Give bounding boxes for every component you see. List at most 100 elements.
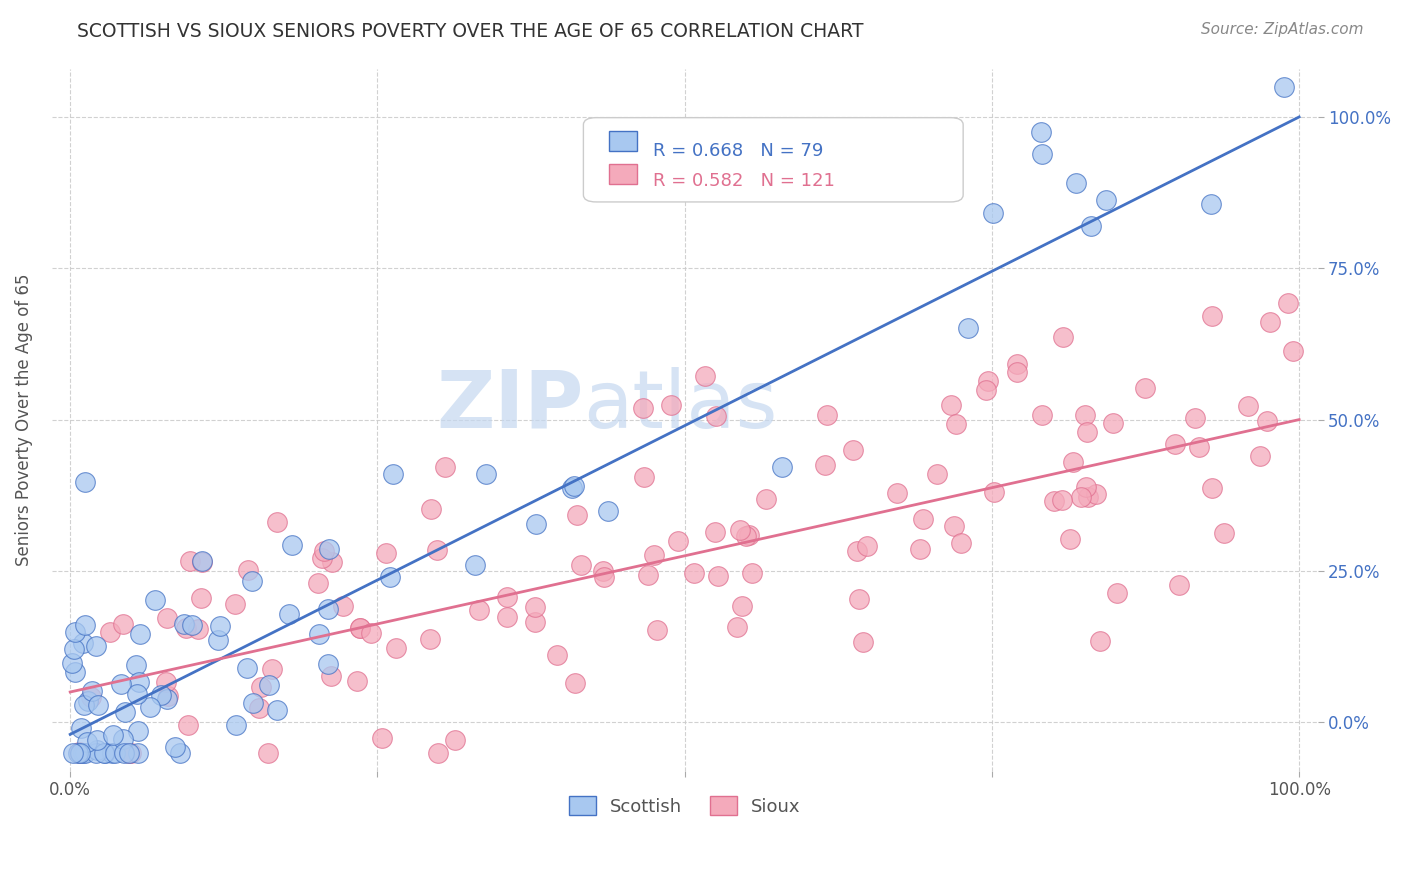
Point <box>1249 450 1271 464</box>
Point <box>546 648 568 662</box>
Point <box>949 535 972 549</box>
Point <box>76 734 98 748</box>
Point <box>349 622 371 636</box>
Point <box>98 624 121 639</box>
Point <box>72 635 94 649</box>
Point <box>224 597 246 611</box>
Text: R = 0.582   N = 121: R = 0.582 N = 121 <box>652 172 835 190</box>
Text: atlas: atlas <box>583 367 778 444</box>
Point <box>433 459 456 474</box>
Point <box>62 746 84 760</box>
Point <box>104 746 127 760</box>
FancyBboxPatch shape <box>583 118 963 202</box>
Point <box>444 733 467 747</box>
Point <box>176 621 198 635</box>
Point <box>111 617 134 632</box>
Text: R = 0.668   N = 79: R = 0.668 N = 79 <box>652 142 824 161</box>
Point <box>127 724 149 739</box>
Point <box>475 467 498 481</box>
Point <box>307 576 329 591</box>
Point <box>266 703 288 717</box>
Point <box>360 626 382 640</box>
Point <box>523 615 546 629</box>
Point <box>236 661 259 675</box>
Point <box>316 657 339 671</box>
Point <box>127 746 149 760</box>
Point <box>683 566 706 581</box>
Point <box>908 541 931 556</box>
Point <box>157 689 180 703</box>
Point <box>156 692 179 706</box>
Point <box>852 634 875 648</box>
Point <box>66 746 89 760</box>
Point <box>318 542 340 557</box>
Point <box>169 746 191 760</box>
Point <box>370 731 392 745</box>
Point <box>564 676 586 690</box>
Point <box>1105 586 1128 600</box>
Y-axis label: Seniors Poverty Over the Age of 65: Seniors Poverty Over the Age of 65 <box>15 273 32 566</box>
Point <box>69 746 91 760</box>
Bar <box>609 131 637 152</box>
Point <box>75 746 97 760</box>
Point <box>177 718 200 732</box>
Point <box>707 569 730 583</box>
Point <box>349 621 371 635</box>
Point <box>1031 146 1053 161</box>
Legend: Scottish, Sioux: Scottish, Sioux <box>560 788 810 825</box>
Point <box>741 566 763 581</box>
Point <box>1005 357 1028 371</box>
Point <box>93 746 115 760</box>
Point <box>848 592 870 607</box>
Point <box>645 624 668 638</box>
Point <box>977 374 1000 388</box>
Point <box>82 683 104 698</box>
Point <box>633 469 655 483</box>
Point <box>1213 525 1236 540</box>
Point <box>75 618 97 632</box>
Point <box>311 551 333 566</box>
Point <box>1201 309 1223 323</box>
Point <box>207 632 229 647</box>
Point <box>225 717 247 731</box>
Point <box>62 641 84 656</box>
Point <box>117 746 139 760</box>
Point <box>1163 436 1185 450</box>
Point <box>87 698 110 713</box>
Point <box>1135 381 1157 395</box>
Point <box>631 401 654 416</box>
Text: ZIP: ZIP <box>436 367 583 444</box>
Point <box>312 544 335 558</box>
Point <box>94 746 117 760</box>
Point <box>69 745 91 759</box>
Point <box>346 673 368 688</box>
Point <box>569 558 592 572</box>
Point <box>1277 295 1299 310</box>
Point <box>191 555 214 569</box>
Point <box>1005 365 1028 379</box>
Point <box>173 617 195 632</box>
Point <box>281 538 304 552</box>
Point <box>250 680 273 694</box>
Point <box>735 528 758 542</box>
Point <box>114 705 136 719</box>
Point <box>247 701 270 715</box>
Point <box>562 478 585 492</box>
Point <box>139 700 162 714</box>
Point <box>257 746 280 760</box>
Point <box>63 625 86 640</box>
Point <box>942 519 965 533</box>
Point <box>260 662 283 676</box>
Point <box>1184 411 1206 425</box>
Point <box>101 727 124 741</box>
Point <box>76 694 98 708</box>
Point <box>118 746 141 760</box>
Point <box>427 746 450 760</box>
Point <box>731 599 754 613</box>
Point <box>974 383 997 397</box>
Point <box>524 516 547 531</box>
Point <box>208 619 231 633</box>
Point <box>1052 330 1074 344</box>
Point <box>523 600 546 615</box>
Point <box>128 674 150 689</box>
